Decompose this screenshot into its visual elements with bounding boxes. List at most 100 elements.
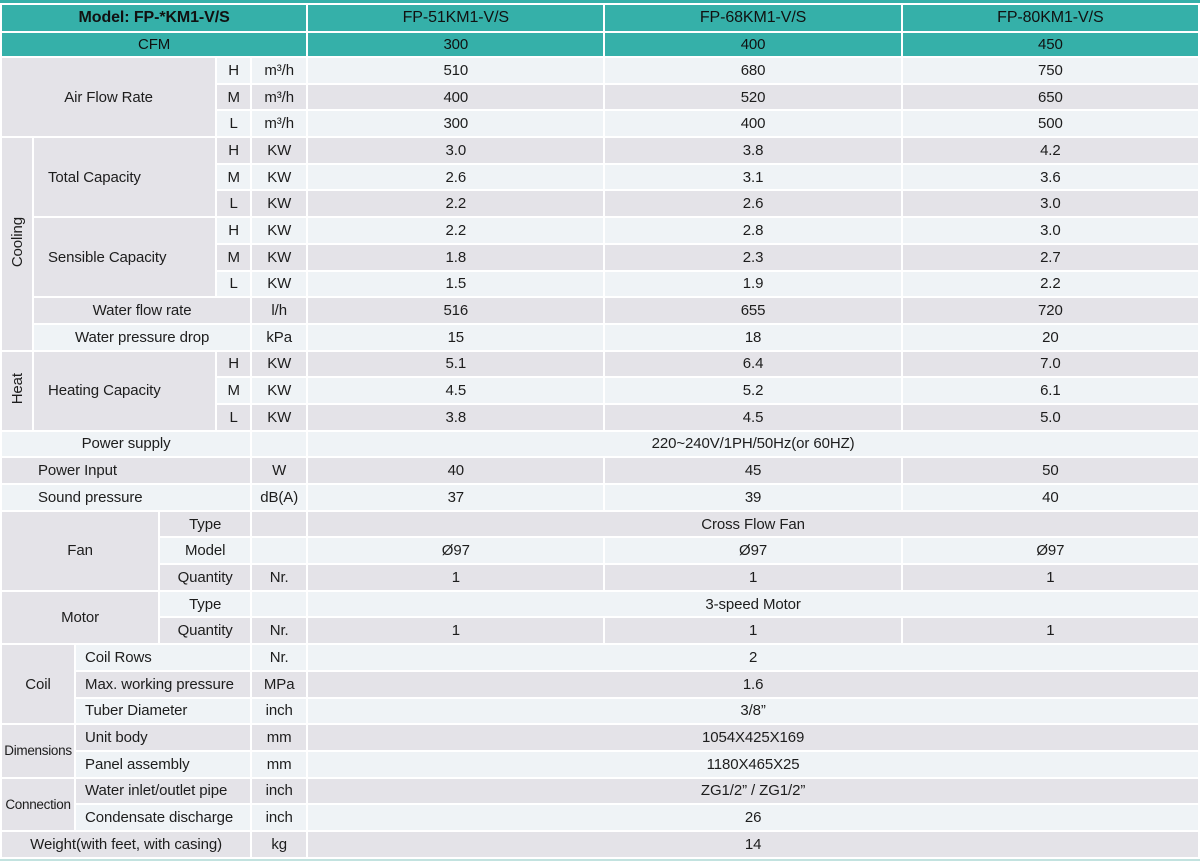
model-header-label: Model: FP-*KM1-V/S <box>2 5 307 31</box>
water-pipe-row: Connection Water inlet/outlet pipe inch … <box>2 778 1198 830</box>
sensible-capacity-h-value-fp80: 3.0 <box>902 218 1198 243</box>
water-pipe-unit: inch <box>252 778 307 804</box>
heating-capacity-h-level: H <box>217 351 251 377</box>
heating-capacity-m-value-fp80: 6.1 <box>902 378 1198 403</box>
sound-pressure-unit: dB(A) <box>252 485 307 510</box>
header-row: Model: FP-*KM1-V/S FP-51KM1-V/S FP-68KM1… <box>2 5 1198 31</box>
heating-capacity-l-value-fp51: 3.8 <box>308 404 604 430</box>
tuber-diameter-row: Tuber Diameter inch 3/8” <box>2 698 1198 724</box>
power-input-row: Power Input W 40 45 50 <box>2 458 1198 483</box>
motor-group-label: Motor <box>2 591 159 644</box>
total-capacity-l-row: L KW 2.2 2.6 3.0 <box>2 191 1198 217</box>
motor-quantity-value-fp80: 1 <box>902 618 1198 644</box>
sensible-capacity-m-value-fp51: 1.8 <box>308 244 604 270</box>
total-capacity-unit: KW <box>252 164 307 190</box>
airflow-h-value-fp51: 510 <box>308 58 604 83</box>
motor-type-row: Motor Type 3-speed Motor <box>2 591 1198 644</box>
sensible-capacity-m-level: M <box>217 244 251 270</box>
tuber-diameter-label: Tuber Diameter <box>76 698 251 724</box>
total-capacity-h-row: Cooling Total Capacity H KW 3.0 3.8 4.2 <box>2 138 1198 350</box>
sensible-capacity-h-value-fp68: 2.8 <box>605 218 901 243</box>
cfm-row: CFM 300 400 450 <box>2 33 1198 56</box>
fan-type-row: Fan Type Cross Flow Fan <box>2 511 1198 590</box>
sensible-capacity-m-row: M KW 1.8 2.3 2.7 <box>2 244 1198 270</box>
coil-group-label: Coil <box>2 645 75 724</box>
spec-table: Model: FP-*KM1-V/S FP-51KM1-V/S FP-68KM1… <box>0 3 1200 859</box>
airflow-m-value-fp51: 400 <box>308 84 604 110</box>
fan-model-value-fp80: Ø97 <box>902 538 1198 564</box>
max-pressure-value: 1.6 <box>308 671 1198 697</box>
sensible-capacity-unit: KW <box>252 244 307 270</box>
weight-row: Weight(with feet, with casing) kg 14 <box>2 831 1198 857</box>
heating-capacity-unit: KW <box>252 351 307 377</box>
heating-capacity-m-level: M <box>217 378 251 403</box>
max-pressure-unit: MPa <box>252 671 307 697</box>
water-drop-value-fp51: 15 <box>308 324 604 350</box>
sensible-capacity-l-value-fp51: 1.5 <box>308 271 604 297</box>
bottom-accent-strip <box>0 858 1200 861</box>
airflow-l-value-fp80: 500 <box>902 111 1198 137</box>
weight-label: Weight(with feet, with casing) <box>2 831 251 857</box>
fan-type-value: Cross Flow Fan <box>308 511 1198 537</box>
motor-quantity-row: Quantity Nr. 1 1 1 <box>2 618 1198 644</box>
heating-capacity-h-value-fp51: 5.1 <box>308 351 604 377</box>
power-input-label: Power Input <box>2 458 251 483</box>
heating-capacity-m-value-fp51: 4.5 <box>308 378 604 403</box>
fan-model-label: Model <box>160 538 251 564</box>
airflow-l-row: L m³/h 300 400 500 <box>2 111 1198 137</box>
cfm-value-fp68: 400 <box>605 33 901 56</box>
fan-quantity-row: Quantity Nr. 1 1 1 <box>2 565 1198 590</box>
connection-group-label: Connection <box>2 778 75 830</box>
fan-group-label: Fan <box>2 511 159 590</box>
water-pipe-value: ZG1/2” / ZG1/2” <box>308 778 1198 804</box>
airflow-unit: m³/h <box>252 84 307 110</box>
fan-quantity-label: Quantity <box>160 565 251 590</box>
cfm-value-fp80: 450 <box>902 33 1198 56</box>
airflow-unit: m³/h <box>252 111 307 137</box>
airflow-label: Air Flow Rate <box>2 58 216 137</box>
heating-capacity-h-row: Heat Heating Capacity H KW 5.1 6.4 7.0 <box>2 351 1198 430</box>
power-supply-label: Power supply <box>2 431 251 457</box>
fan-type-label: Type <box>160 511 251 537</box>
condensate-value: 26 <box>308 805 1198 830</box>
heating-capacity-l-row: L KW 3.8 4.5 5.0 <box>2 404 1198 430</box>
water-flow-value-fp51: 516 <box>308 298 604 323</box>
heating-capacity-l-value-fp68: 4.5 <box>605 404 901 430</box>
total-capacity-m-value-fp51: 2.6 <box>308 164 604 190</box>
fan-quantity-value-fp68: 1 <box>605 565 901 590</box>
max-pressure-label: Max. working pressure <box>76 671 251 697</box>
coil-rows-label: Coil Rows <box>76 645 251 670</box>
sound-pressure-value-fp68: 39 <box>605 485 901 510</box>
heat-group-label: Heat <box>2 351 33 430</box>
fan-quantity-unit: Nr. <box>252 565 307 590</box>
airflow-m-row: M m³/h 400 520 650 <box>2 84 1198 110</box>
water-drop-value-fp68: 18 <box>605 324 901 350</box>
heating-capacity-label: Heating Capacity <box>34 351 216 430</box>
total-capacity-h-value-fp51: 3.0 <box>308 138 604 163</box>
sensible-capacity-h-value-fp51: 2.2 <box>308 218 604 243</box>
power-supply-value: 220~240V/1PH/50Hz(or 60HZ) <box>308 431 1198 457</box>
sound-pressure-value-fp51: 37 <box>308 485 604 510</box>
total-capacity-h-value-fp68: 3.8 <box>605 138 901 163</box>
heating-capacity-unit: KW <box>252 378 307 403</box>
sensible-capacity-l-level: L <box>217 271 251 297</box>
unit-body-row: Dimensions Unit body mm 1054X425X169 <box>2 725 1198 777</box>
water-drop-value-fp80: 20 <box>902 324 1198 350</box>
unit-body-unit: mm <box>252 725 307 750</box>
coil-rows-row: Coil Coil Rows Nr. 2 <box>2 645 1198 724</box>
unit-body-value: 1054X425X169 <box>308 725 1198 750</box>
power-input-unit: W <box>252 458 307 483</box>
power-supply-row: Power supply 220~240V/1PH/50Hz(or 60HZ) <box>2 431 1198 457</box>
airflow-m-value-fp68: 520 <box>605 84 901 110</box>
sensible-capacity-h-row: Sensible Capacity H KW 2.2 2.8 3.0 <box>2 218 1198 297</box>
motor-quantity-value-fp51: 1 <box>308 618 604 644</box>
total-capacity-m-value-fp68: 3.1 <box>605 164 901 190</box>
water-flow-unit: l/h <box>252 298 307 323</box>
sensible-capacity-l-row: L KW 1.5 1.9 2.2 <box>2 271 1198 297</box>
panel-assembly-unit: mm <box>252 751 307 777</box>
airflow-m-value-fp80: 650 <box>902 84 1198 110</box>
total-capacity-m-row: M KW 2.6 3.1 3.6 <box>2 164 1198 190</box>
max-pressure-row: Max. working pressure MPa 1.6 <box>2 671 1198 697</box>
airflow-h-level: H <box>217 58 251 83</box>
